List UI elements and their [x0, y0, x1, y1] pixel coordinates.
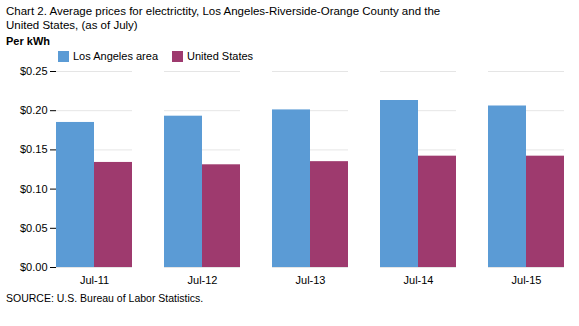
html-text:Per kWh: Per kWh	[6, 35, 50, 47]
svg-text:$0.25: $0.25	[20, 65, 48, 77]
svg-text:$0.20: $0.20	[20, 104, 48, 116]
svg-text:Jul-13: Jul-13	[296, 274, 326, 286]
svg-text:$0.15: $0.15	[20, 143, 48, 155]
html-text:Chart 2. Average prices for el: Chart 2. Average prices for electrictity…	[6, 5, 441, 31]
svg-text:Jul-15: Jul-15	[512, 274, 542, 286]
svg-text:Jul-12: Jul-12	[188, 274, 218, 286]
html-text:United States: United States	[187, 50, 254, 62]
svg-text:$0.00: $0.00	[20, 261, 48, 273]
html-text:SOURCE: U.S. Bureau of Labor S: SOURCE: U.S. Bureau of Labor Statistics.	[6, 292, 204, 304]
html-text:Los Angeles area: Los Angeles area	[73, 50, 158, 62]
svg-text:$0.10: $0.10	[20, 183, 48, 195]
svg-text:$0.05: $0.05	[20, 222, 48, 234]
svg-text:Jul-11: Jul-11	[80, 274, 109, 286]
svg-text:Jul-14: Jul-14	[404, 274, 434, 286]
